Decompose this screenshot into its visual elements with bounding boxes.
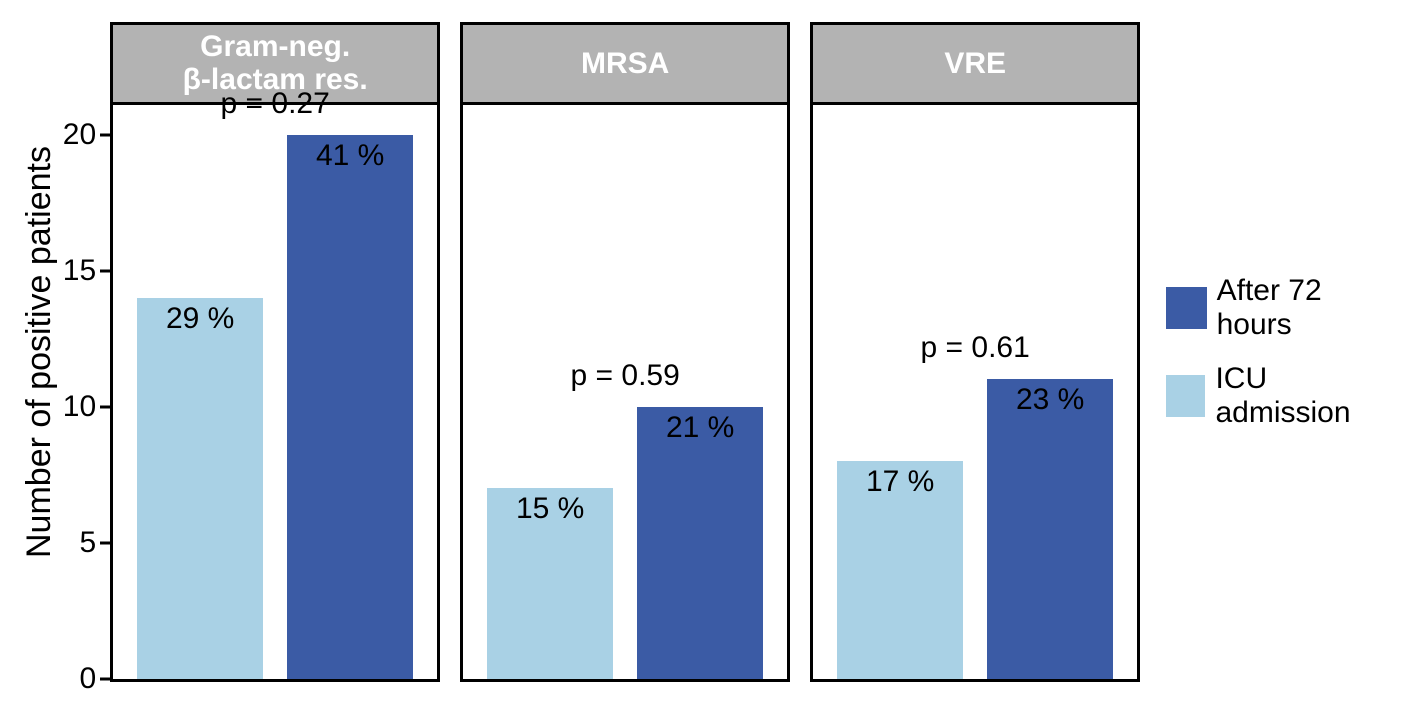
bar-pct-label: 41 % (287, 139, 413, 173)
ytick-mark (100, 269, 110, 272)
panel-header: MRSA (463, 25, 787, 105)
bar: 41 % (287, 135, 413, 679)
panel: Gram-neg.β-lactam res.29 %41 %p = 0.27 (110, 22, 440, 682)
ytick-label: 20 (63, 118, 96, 152)
chart-container: Number of positive patients 05101520 Gra… (20, 22, 1398, 682)
panel: VRE 17 % 23 % p = 0.61 (810, 22, 1140, 682)
legend-item-after72: After 72 hours (1166, 274, 1398, 342)
bar: 29 % (137, 298, 263, 679)
panel-header: VRE (813, 25, 1137, 105)
plot-area: 29 %41 %p = 0.27 (113, 105, 437, 679)
bar: 23 % (987, 379, 1113, 678)
ytick-label: 0 (79, 662, 96, 696)
bar-pct-label: 17 % (837, 465, 963, 499)
panel-header-line: MRSA (581, 47, 669, 80)
panel-header-line: VRE (944, 47, 1006, 80)
ytick-mark (100, 677, 110, 680)
ytick-mark (100, 541, 110, 544)
bar: 17 % (837, 461, 963, 679)
panel-header-line: Gram-neg. (200, 30, 350, 63)
ytick-label: 5 (79, 526, 96, 560)
p-value-label: p = 0.61 (813, 331, 1137, 365)
bar: 15 % (487, 488, 613, 678)
bar-pct-label: 23 % (987, 383, 1113, 417)
plot-area: 15 % 21 % p = 0.59 (463, 105, 787, 679)
legend-label: ICU admission (1215, 362, 1398, 430)
panel: MRSA 15 % 21 % p = 0.59 (460, 22, 790, 682)
legend-label: After 72 hours (1217, 274, 1398, 342)
chart-panels: Gram-neg.β-lactam res.29 %41 %p = 0.27MR… (110, 22, 1140, 682)
bar-pct-label: 29 % (137, 302, 263, 336)
legend-item-icu: ICU admission (1166, 362, 1398, 430)
ytick-mark (100, 133, 110, 136)
legend: After 72 hours ICU admission (1166, 274, 1398, 430)
legend-swatch (1166, 375, 1205, 417)
legend-swatch (1166, 287, 1206, 329)
ytick-label: 15 (63, 254, 96, 288)
y-axis-label: Number of positive patients (20, 22, 59, 682)
bar-pct-label: 21 % (637, 411, 763, 445)
plot-area: 17 % 23 % p = 0.61 (813, 105, 1137, 679)
p-value-label: p = 0.27 (113, 87, 437, 121)
y-axis: 05101520 (67, 22, 110, 682)
bar-pct-label: 15 % (487, 492, 613, 526)
ytick-label: 10 (63, 390, 96, 424)
ytick-mark (100, 405, 110, 408)
p-value-label: p = 0.59 (463, 359, 787, 393)
bar: 21 % (637, 407, 763, 679)
